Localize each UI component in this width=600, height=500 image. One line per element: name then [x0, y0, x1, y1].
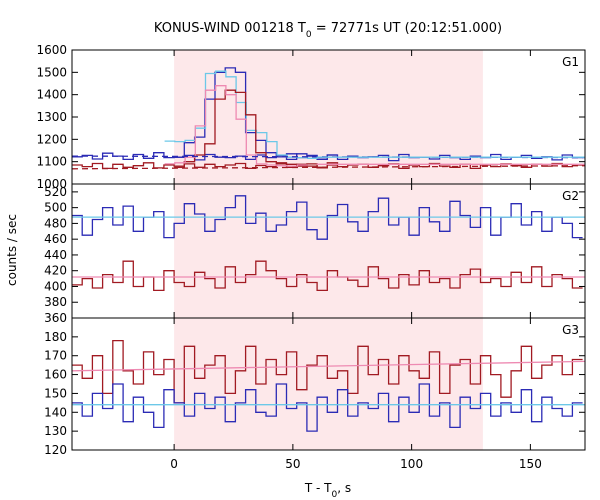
- series-g2-red-2: [72, 260, 583, 292]
- highlight-interval: [174, 50, 483, 450]
- y-axis-label: counts / sec: [5, 214, 19, 286]
- chart-title: KONUS-WIND 001218 T0 = 72771s UT (20:12:…: [154, 21, 502, 40]
- series-g1-red-4: [174, 89, 338, 168]
- panel-frame: [71, 317, 586, 451]
- series-g3-red-0: [72, 339, 583, 404]
- series-g1-cyan-3: [164, 70, 318, 159]
- x-tick-label: 150: [519, 457, 542, 471]
- y-tick-label: 360: [44, 311, 67, 325]
- y-tick-label: 1100: [36, 155, 67, 169]
- y-tick-label: 140: [44, 405, 67, 419]
- y-tick-label: 1200: [36, 132, 67, 146]
- y-tick-label: 1300: [36, 110, 67, 124]
- y-tick-label: 400: [44, 279, 67, 293]
- series-g1-blue-6: [71, 155, 586, 159]
- y-tick-label: 1600: [36, 43, 67, 57]
- x-tick-label: 0: [170, 457, 178, 471]
- panel-label: G1: [562, 55, 579, 69]
- series-g1-red-7: [71, 165, 586, 170]
- y-tick-label: 1000: [36, 177, 67, 191]
- y-tick-label: 380: [44, 295, 67, 309]
- y-tick-label: 440: [44, 248, 67, 262]
- y-tick-label: 130: [44, 424, 67, 438]
- series-g2-blue-0: [72, 195, 583, 240]
- y-tick-label: 180: [44, 330, 67, 344]
- y-tick-label: 170: [44, 349, 67, 363]
- x-tick-label: 50: [285, 457, 300, 471]
- x-axis-label: T - T0, s: [304, 481, 351, 500]
- y-tick-label: 120: [44, 443, 67, 457]
- panel-g1: 1000 1100 1200 1300 1400 1500 1600 G1: [36, 43, 586, 191]
- y-tick-label: 420: [44, 264, 67, 278]
- y-tick-label: 1400: [36, 88, 67, 102]
- y-tick-label: 1500: [36, 65, 67, 79]
- y-tick-label: 150: [44, 386, 67, 400]
- panel-label: G2: [562, 189, 579, 203]
- series-g3-pink-1: [71, 360, 586, 372]
- x-tick-label: 100: [400, 457, 423, 471]
- plot-area: 1000110012001300140015001600G13603804004…: [36, 43, 586, 471]
- y-tick-label: 480: [44, 216, 67, 230]
- y-tick-label: 460: [44, 232, 67, 246]
- panel-g3: 120 130 140 150 160 170 180 G3: [44, 317, 586, 457]
- y-tick-label: 520: [44, 185, 67, 199]
- y-tick-label: 160: [44, 368, 67, 382]
- y-tick-label: 500: [44, 201, 67, 215]
- panel-label: G3: [562, 323, 579, 337]
- series-g1-pink-5: [164, 85, 308, 167]
